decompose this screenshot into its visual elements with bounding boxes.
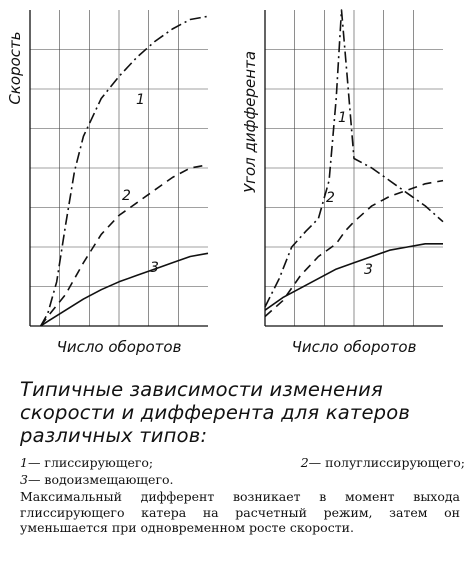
trim-angle-chart: 1 2 3 Число оборотов Угол дифферента	[241, 9, 444, 356]
legend-item-2: 2— полуглиссирующего;	[300, 455, 465, 470]
legend-line: 1— глиссирующего; 2— полуглиссирующего;	[20, 455, 465, 470]
legend-item-1: 1— глиссирующего;	[20, 455, 154, 470]
x-axis-label: Число оборотов	[57, 338, 182, 356]
x-axis-label: Число оборотов	[292, 338, 417, 356]
series-line-2	[264, 179, 444, 318]
figure-note: Максимальный дифферент возникает в момен…	[20, 489, 460, 535]
series-line-1	[264, 9, 444, 308]
series-label-1: 1	[338, 110, 347, 126]
charts-canvas: 1 2 3 Число оборотов Скорость 1 2 3 Число оборо…	[6, 9, 444, 356]
series-line-2	[40, 164, 209, 327]
legend-item-3: 3— водоизмещающего.	[20, 472, 174, 487]
series-label-1: 1	[136, 92, 145, 108]
series-label-2: 2	[122, 188, 131, 204]
y-axis-label: Угол дифферента	[241, 51, 259, 193]
series-line-3	[264, 243, 443, 311]
series-line-3	[40, 252, 209, 327]
figure-caption-title: Типичные зависимости изменения скорости …	[20, 378, 411, 447]
series-label-3: 3	[364, 262, 373, 278]
speed-chart: 1 2 3 Число оборотов Скорость	[6, 10, 209, 356]
y-axis-label: Скорость	[6, 31, 24, 104]
series-line-1	[40, 15, 209, 327]
series-label-3: 3	[150, 260, 159, 276]
series-label-2: 2	[326, 190, 335, 206]
